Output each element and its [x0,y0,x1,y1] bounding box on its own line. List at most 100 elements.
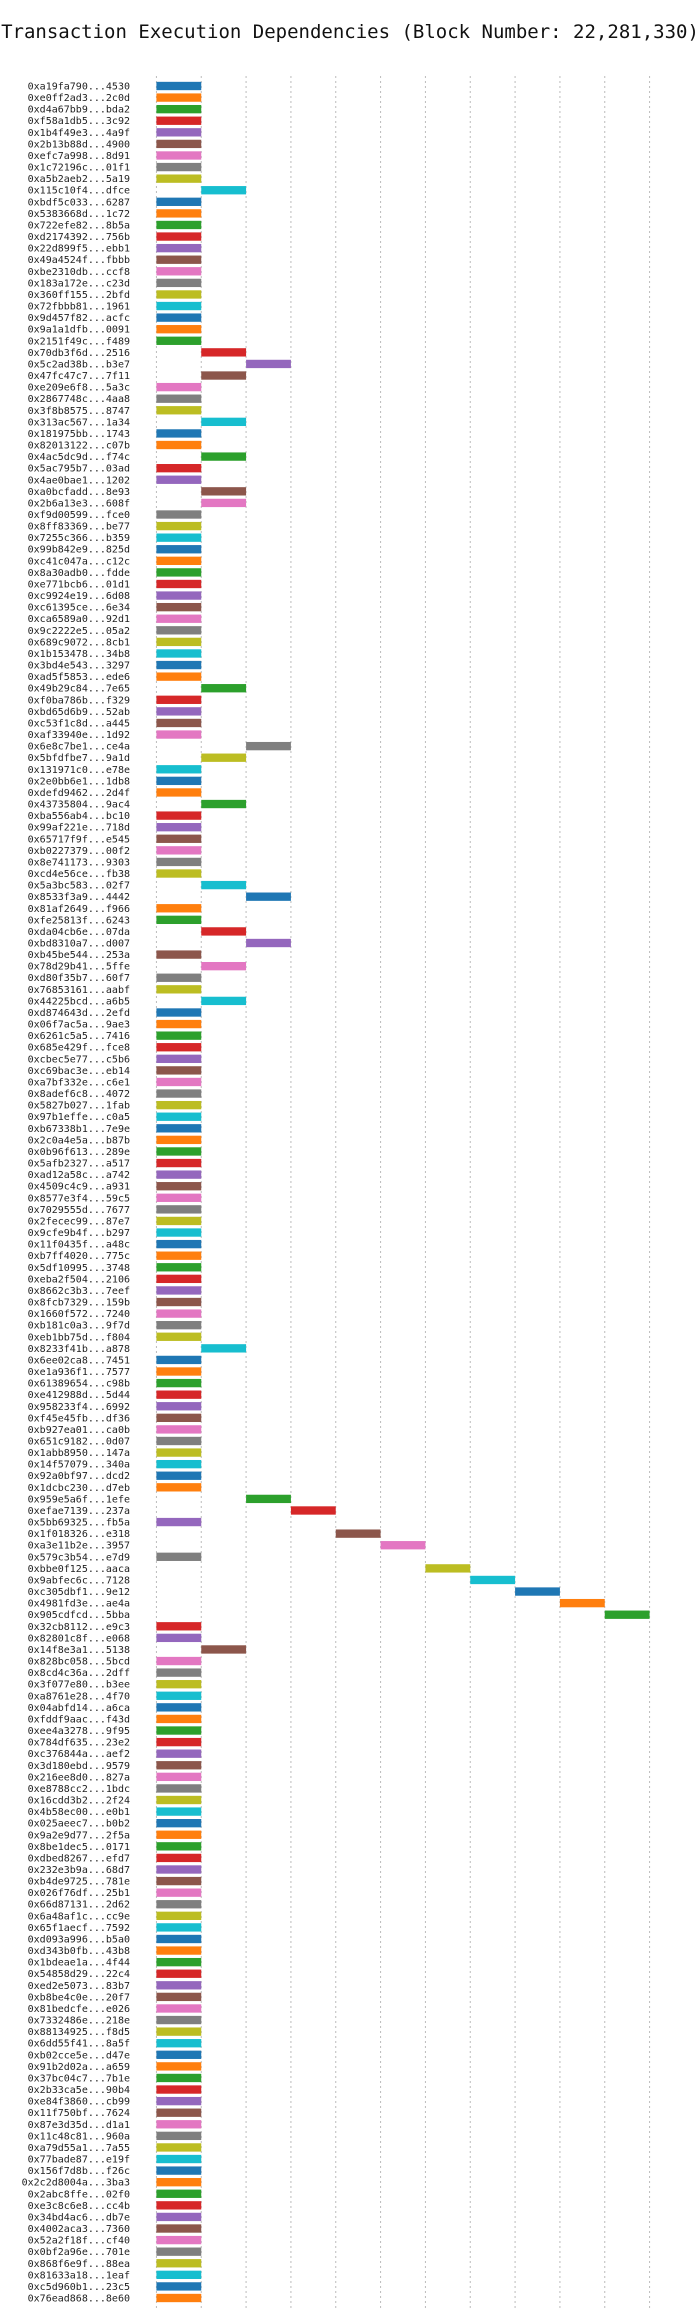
y-tick-label: 0x1f018326...e318 [28,1529,130,1540]
transaction-bar [156,429,202,438]
transaction-bar [201,684,247,693]
y-tick-label: 0x99af221e...718d [28,823,130,834]
transaction-bar [201,371,247,380]
transaction-bar [156,556,202,565]
transaction-bar [156,695,202,704]
transaction-bar [201,961,247,971]
transaction-bar [290,1506,336,1515]
y-tick-label: 0xd80f35b7...60f7 [28,973,130,984]
y-tick-label: 0x4981fd3e...ae4a [28,1599,130,1610]
y-tick-label: 0x2867748c...4aa8 [28,394,130,405]
transaction-bar [156,2004,202,2013]
transaction-bar [156,2015,202,2025]
transaction-bar [156,394,202,403]
transaction-bar [246,892,291,901]
y-tick-label: 0x14f57079...340a [28,1460,130,1471]
y-tick-label: 0x958233f4...6992 [28,1402,130,1413]
transaction-bar [156,1251,202,1260]
y-tick-label: 0x5a3bc583...02f7 [28,881,130,892]
transaction-bar [156,440,202,450]
y-tick-label: 0xd4a67bb9...bda2 [28,105,130,116]
transaction-bar [156,1934,202,1944]
y-tick-label: 0x8233f41b...a878 [28,1344,130,1355]
y-tick-label: 0x651c9182...0d07 [28,1436,130,1447]
transaction-bar [156,1795,202,1805]
transaction-bar [156,1691,202,1700]
y-tick-label: 0x5df10995...3748 [28,1263,130,1274]
y-tick-label: 0x8e741173...9303 [28,857,130,868]
y-tick-label: 0xc61395ce...6e34 [28,603,130,614]
y-tick-label: 0x5bfdfbe7...9a1d [28,753,130,764]
y-tick-label: 0x9a2e9d77...2f5a [28,1830,130,1841]
y-tick-label: 0xd874643d...2efd [28,1008,130,1019]
y-tick-label: 0x3bd4e543...3297 [28,661,130,672]
y-tick-label: 0x99b842e9...825d [28,545,130,556]
y-tick-label: 0xb181c0a3...9f7d [28,1321,130,1332]
transaction-bar [156,1182,202,1191]
transaction-bar [156,1100,202,1110]
y-tick-label: 0x81bedcfe...e026 [28,2004,130,2015]
transaction-bar [156,2039,202,2048]
y-tick-label: 0x1bdeae1a...4f44 [28,1958,130,1969]
y-tick-label: 0x784df635...23e2 [28,1738,130,1749]
y-tick-label: 0x61389654...c98b [28,1379,130,1390]
transaction-bar [156,1668,202,1677]
y-tick-label: 0x828bc058...5bcd [28,1657,130,1668]
transaction-bar [156,1680,202,1689]
transaction-bar [156,139,202,149]
y-tick-label: 0x1dcbc230...d7eb [28,1483,130,1494]
y-tick-label: 0x2c0a4e5a...b87b [28,1135,130,1146]
y-tick-label: 0xf9d00599...fce0 [28,510,130,521]
y-tick-label: 0x905cdfcd...5bba [28,1610,130,1621]
transaction-bar [156,1656,202,1666]
chart-title: Transaction Execution Dependencies (Bloc… [1,21,699,43]
transaction-bar [156,1622,202,1631]
y-tick-label: 0x9a1a1dfb...0091 [28,325,130,336]
transaction-bar [156,1552,202,1561]
y-tick-label: 0x216ee8d0...827a [28,1772,130,1783]
y-tick-label: 0x026f76df...25b1 [28,1888,130,1899]
transaction-bar [156,857,202,867]
transaction-bar [156,1239,202,1249]
transaction-bar [201,799,247,809]
y-tick-label: 0x77bade87...e19f [28,2155,130,2166]
y-tick-label: 0xb7ff4020...775c [28,1251,130,1262]
y-tick-label: 0x6a48af1c...cc9e [28,1911,130,1922]
transaction-bar [156,2212,202,2222]
transaction-bar [156,1019,202,1029]
transaction-bar [156,1726,202,1735]
y-tick-label: 0x6e8c7be1...ce4a [28,742,130,753]
transaction-bar [201,927,247,936]
transaction-bar [156,104,202,114]
y-tick-label: 0x54858d29...22c4 [28,1969,130,1980]
transaction-bar [156,626,202,635]
y-tick-label: 0x4ac5dc9d...f74c [28,452,130,463]
y-tick-label: 0x156f7d8b...f26c [28,2166,130,2177]
y-tick-label: 0x04abfd14...a6ca [28,1703,130,1714]
transaction-bar [156,1043,202,1052]
transaction-bar [156,1228,202,1237]
y-tick-label: 0x91b2d02a...a659 [28,2062,130,2073]
y-tick-label: 0x689c9072...8cb1 [28,637,130,648]
y-tick-label: 0x06f7ac5a...9ae3 [28,1020,130,1031]
transaction-bar [156,1263,202,1272]
transaction-bar [156,869,202,878]
transaction-bar [156,2143,202,2152]
y-tick-label: 0x52a2f18f...cf40 [28,2236,130,2247]
y-tick-label: 0xda04cb6e...07da [28,927,130,938]
y-tick-label: 0xb45be544...253a [28,950,130,961]
y-tick-label: 0xa3e11b2e...3957 [28,1541,130,1552]
y-tick-label: 0xefae7139...237a [28,1506,130,1517]
y-tick-label: 0x3f077e80...b3ee [28,1680,130,1691]
y-tick-label: 0xbbe0f125...aaca [28,1564,130,1575]
transaction-bar [246,741,291,751]
transaction-bar [156,267,202,276]
y-tick-label: 0x9abfec6c...7128 [28,1575,130,1586]
y-tick-label: 0x5383668d...1c72 [28,209,130,220]
transaction-bar [156,2189,202,2198]
y-tick-label: 0xfddf9aac...f43d [28,1714,130,1725]
y-tick-label: 0x4002aca3...7360 [28,2224,130,2235]
y-tick-label: 0x181975bb...1743 [28,429,130,440]
transaction-bar [156,1355,202,1365]
y-tick-label: 0x78d29b41...5ffe [28,962,130,973]
